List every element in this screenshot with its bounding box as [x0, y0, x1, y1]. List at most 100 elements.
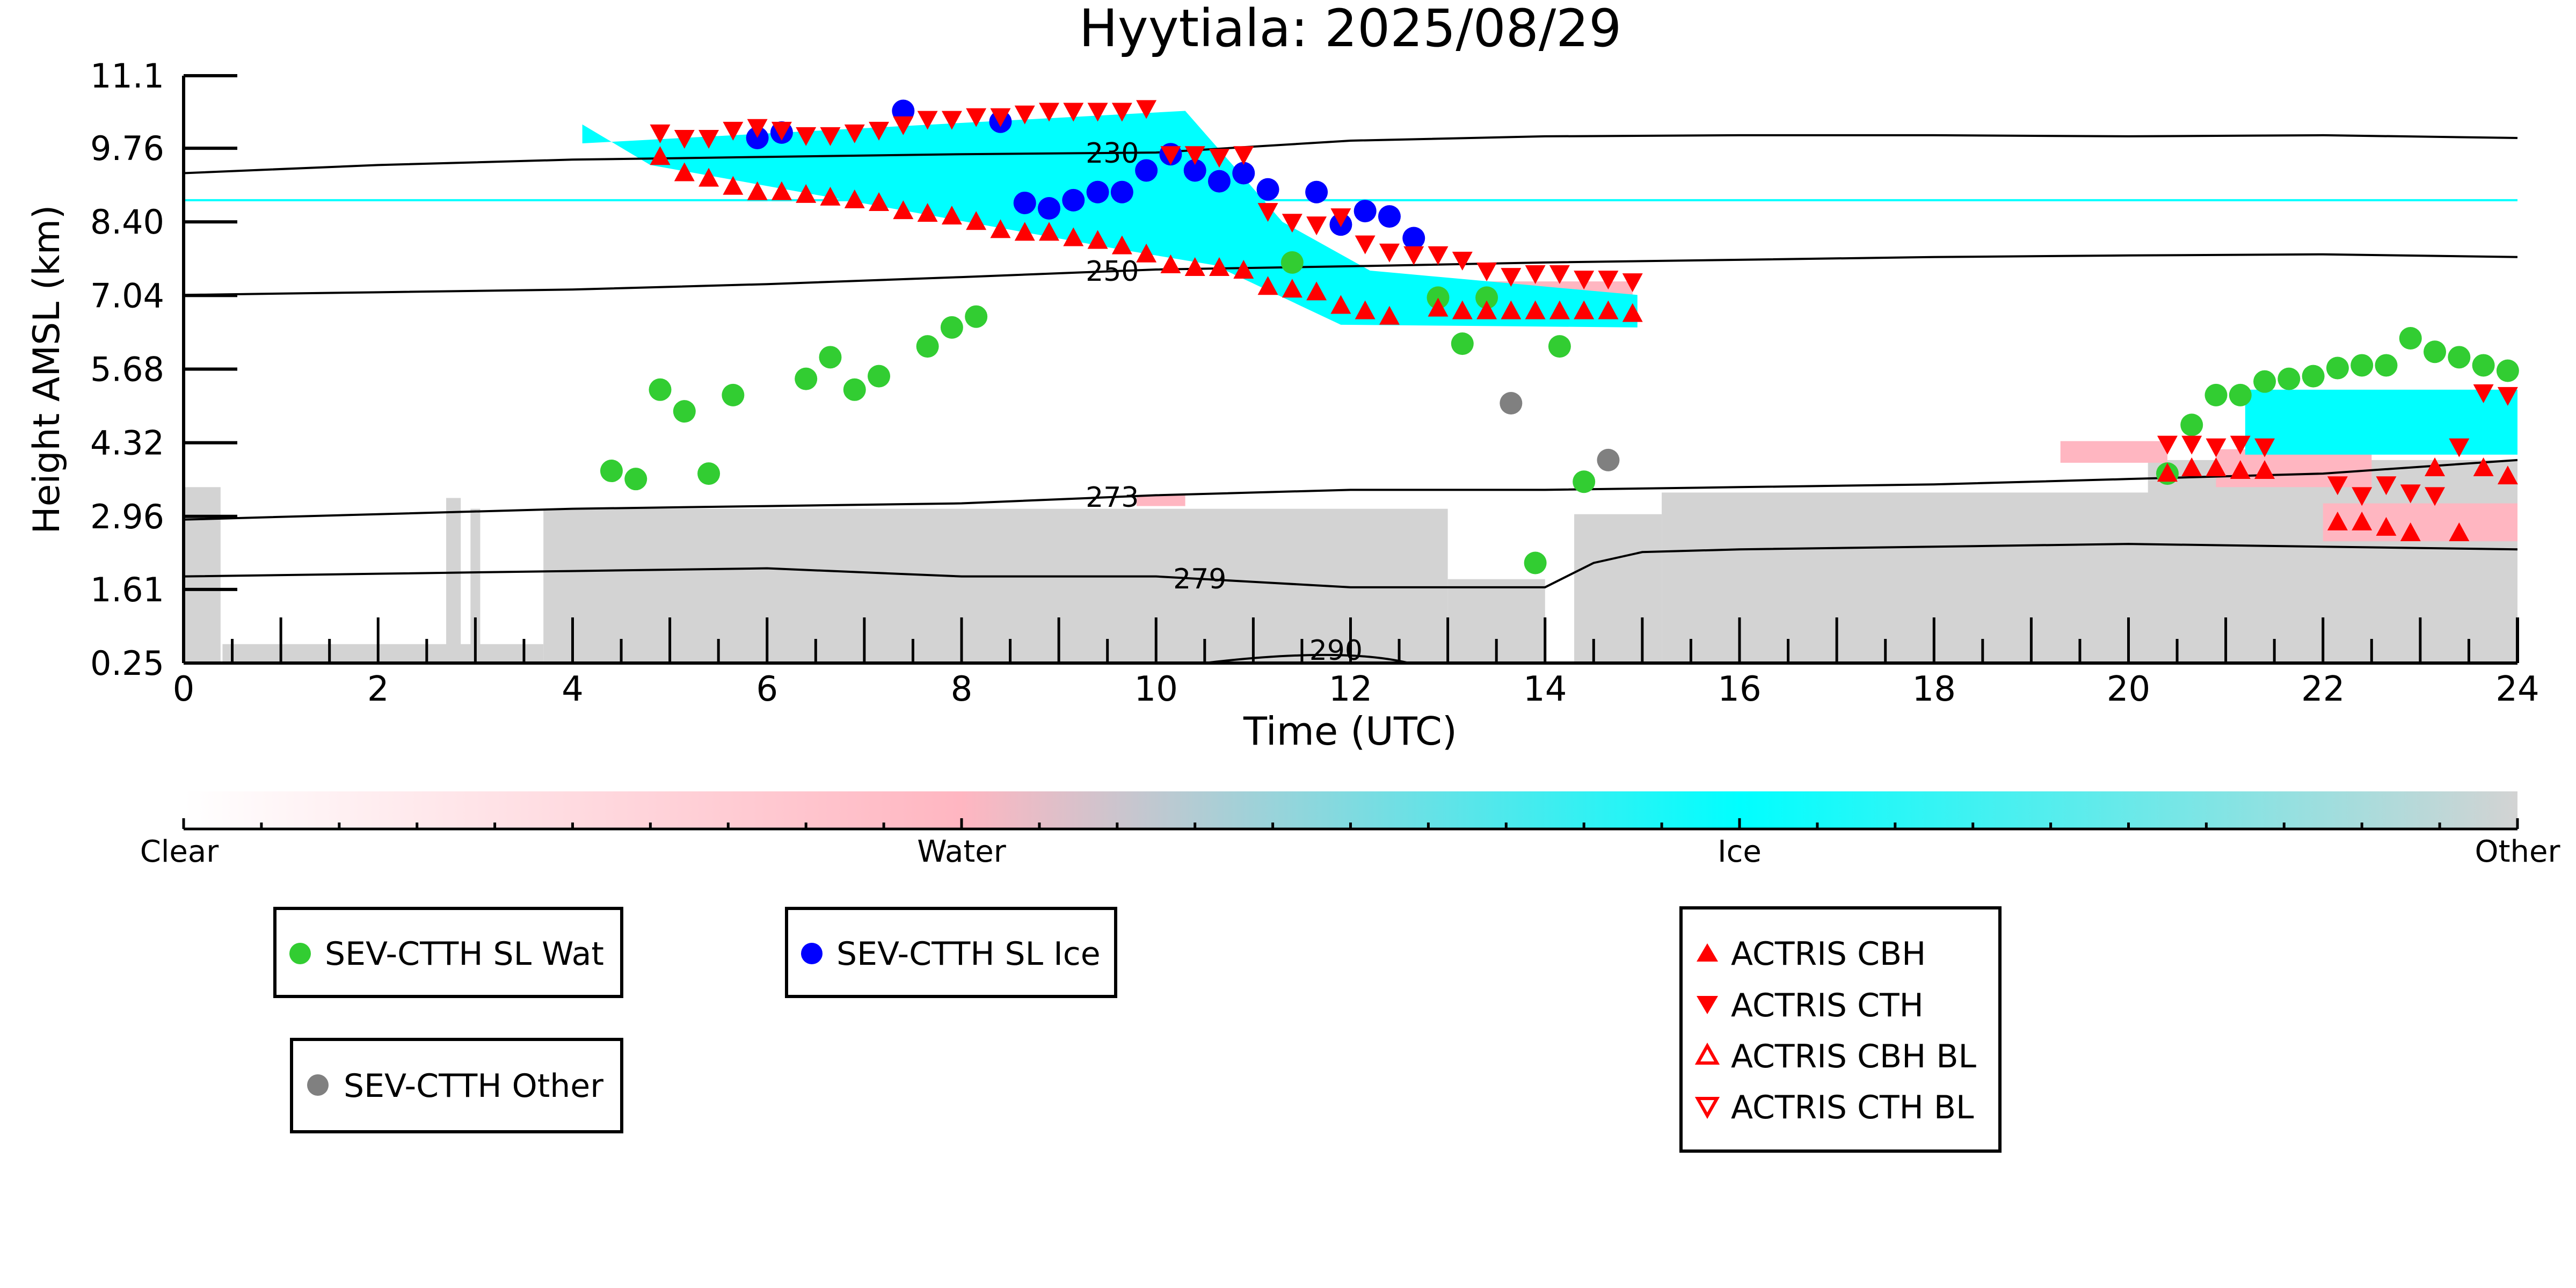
- x-tick-label: 24: [2495, 670, 2539, 709]
- legend-marker-triangle-up: [1697, 943, 1718, 962]
- data-point: [1354, 200, 1377, 223]
- data-point: [796, 127, 817, 146]
- data-point: [1622, 303, 1643, 322]
- data-point: [1451, 332, 1474, 355]
- data-point: [2157, 435, 2178, 455]
- y-tick-label: 11.1: [90, 56, 164, 96]
- isotherm-230: [184, 134, 2517, 174]
- data-point: [1232, 162, 1255, 185]
- data-point: [1355, 300, 1376, 319]
- data-point: [698, 168, 719, 187]
- data-point: [2254, 438, 2275, 457]
- legend-marker-blue-circle: [801, 943, 823, 964]
- data-point: [965, 305, 988, 328]
- x-tick-label: 6: [756, 670, 778, 709]
- colorbar-label-clear: Clear: [140, 834, 219, 869]
- data-point: [843, 378, 866, 401]
- data-point: [2204, 383, 2228, 406]
- data-point: [2496, 359, 2519, 382]
- data-point: [2351, 354, 2374, 377]
- data-point: [2375, 354, 2398, 377]
- data-point: [2181, 457, 2202, 477]
- data-point: [893, 200, 914, 220]
- data-point: [1573, 470, 1596, 493]
- data-point: [2425, 487, 2446, 506]
- data-point: [1039, 222, 1060, 241]
- data-point: [1548, 335, 1571, 358]
- data-point: [1087, 103, 1108, 122]
- data-point: [1110, 180, 1133, 203]
- data-point: [2206, 457, 2226, 477]
- legend-sev-ctth-other: SEV-CTTH Other: [290, 1038, 623, 1133]
- legend-actris: ACTRIS CBH ACTRIS CTH ACTRIS CBH BL ACTR…: [1679, 906, 2002, 1153]
- water-region: [2323, 503, 2517, 542]
- chart-title: Hyytiala: 2025/08/29: [1079, 0, 1622, 59]
- data-point: [1039, 103, 1060, 122]
- data-point: [2206, 438, 2226, 457]
- colorbar: Clear Water Ice Other: [140, 791, 2560, 869]
- legend-label: ACTRIS CTH: [1731, 987, 1924, 1024]
- data-point: [2473, 384, 2494, 403]
- data-point: [1501, 268, 1522, 287]
- data-point: [698, 129, 719, 149]
- isotherm-290: [1204, 653, 1409, 663]
- data-point: [1475, 286, 1498, 309]
- data-point: [2352, 487, 2373, 506]
- data-point: [1063, 227, 1084, 246]
- legend-marker-triangle-down: [1697, 996, 1718, 1014]
- x-tick-label: 10: [1134, 670, 1178, 709]
- data-point: [1014, 222, 1035, 241]
- data-point: [1038, 197, 1061, 220]
- data-point: [2302, 365, 2325, 388]
- data-point: [2230, 460, 2251, 479]
- data-point: [916, 335, 939, 358]
- data-point: [2425, 457, 2446, 477]
- data-point: [1402, 227, 1425, 250]
- data-point: [869, 192, 890, 211]
- data-point: [2449, 438, 2470, 457]
- data-point: [844, 189, 865, 208]
- data-point: [2277, 367, 2301, 390]
- colorbar-label-other: Other: [2475, 834, 2560, 869]
- x-tick-label: 8: [951, 670, 973, 709]
- cloud-mask-background: [184, 111, 2517, 663]
- ice-region: [2245, 389, 2517, 455]
- data-point: [1282, 214, 1302, 233]
- data-point: [722, 383, 745, 406]
- data-point: [868, 365, 891, 388]
- data-point: [1549, 265, 1570, 285]
- data-point: [1233, 259, 1254, 279]
- data-point: [747, 181, 768, 200]
- data-point: [917, 111, 938, 130]
- ice-region: [582, 111, 1638, 328]
- data-point: [1256, 178, 1279, 201]
- data-point: [1330, 295, 1351, 314]
- data-point: [1452, 300, 1473, 319]
- data-point: [2376, 516, 2397, 536]
- x-axis-label: Time (UTC): [1243, 709, 1457, 754]
- data-point: [1305, 180, 1328, 203]
- y-tick-label: 0.25: [90, 644, 164, 683]
- x-tick-label: 4: [562, 670, 584, 709]
- water-region: [2060, 441, 2167, 463]
- legend-marker-triangle-up-open: [1694, 1042, 1720, 1065]
- data-point: [1280, 251, 1304, 274]
- data-point: [1086, 180, 1109, 203]
- data-point: [2180, 413, 2203, 436]
- x-tick-label: 12: [1329, 670, 1372, 709]
- x-tick-label: 0: [173, 670, 195, 709]
- data-point: [1062, 188, 1085, 212]
- data-point: [1500, 392, 1523, 415]
- data-point: [2448, 346, 2471, 369]
- data-point: [697, 462, 721, 485]
- data-point: [1574, 300, 1595, 319]
- legend-marker-green-circle: [289, 943, 311, 964]
- data-point: [1427, 286, 1450, 309]
- y-tick-label: 4.32: [90, 424, 164, 463]
- data-point: [2497, 387, 2518, 406]
- data-point: [966, 108, 987, 127]
- x-tick-label: 22: [2301, 670, 2345, 709]
- legend-marker-gray-circle: [307, 1074, 329, 1096]
- other-region: [470, 508, 481, 663]
